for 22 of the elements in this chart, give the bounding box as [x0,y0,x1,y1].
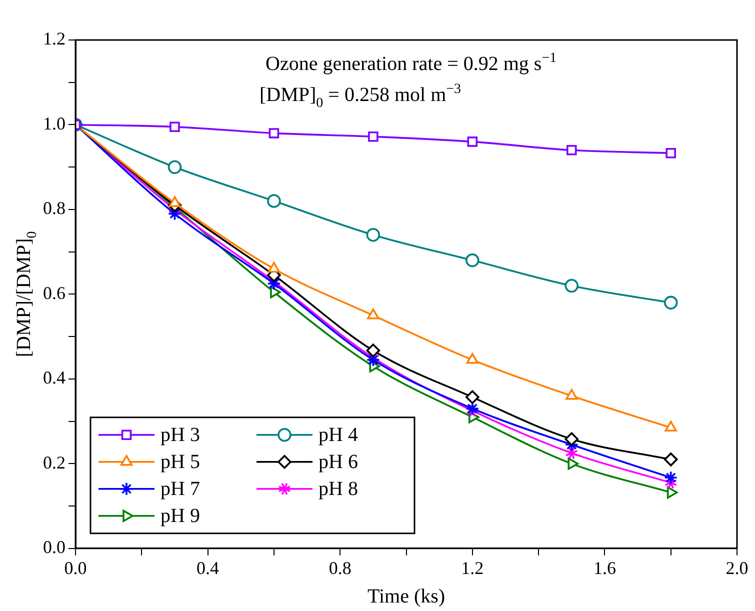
legend-label: pH 6 [318,451,358,474]
legend-label: pH 5 [160,451,200,474]
y-tick-label: 0.4 [43,368,66,388]
legend-label: pH 4 [318,424,358,446]
legend-label: pH 8 [318,478,358,500]
x-tick-label: 1.2 [461,558,484,578]
x-tick-label: 0.4 [196,558,220,578]
y-tick-label: 0.6 [43,282,66,303]
y-tick-label: 1.0 [43,113,66,134]
x-tick-label: 2.0 [726,558,748,578]
legend-label: pH 9 [160,505,200,528]
x-tick-label: 0.8 [328,558,352,578]
y-tick-label: 0.2 [43,452,66,472]
y-tick-label: 0.0 [43,537,66,558]
x-axis-title: Time (ks) [367,585,446,608]
y-axis-title: [DMP]/[DMP]0 [13,231,40,358]
x-tick-label: 0.0 [64,558,87,578]
legend-label: pH 3 [160,424,200,446]
y-tick-label: 1.2 [43,28,66,49]
y-tick-label: 0.8 [43,198,66,218]
x-tick-label: 1.6 [593,558,616,578]
legend-label: pH 7 [160,478,200,500]
